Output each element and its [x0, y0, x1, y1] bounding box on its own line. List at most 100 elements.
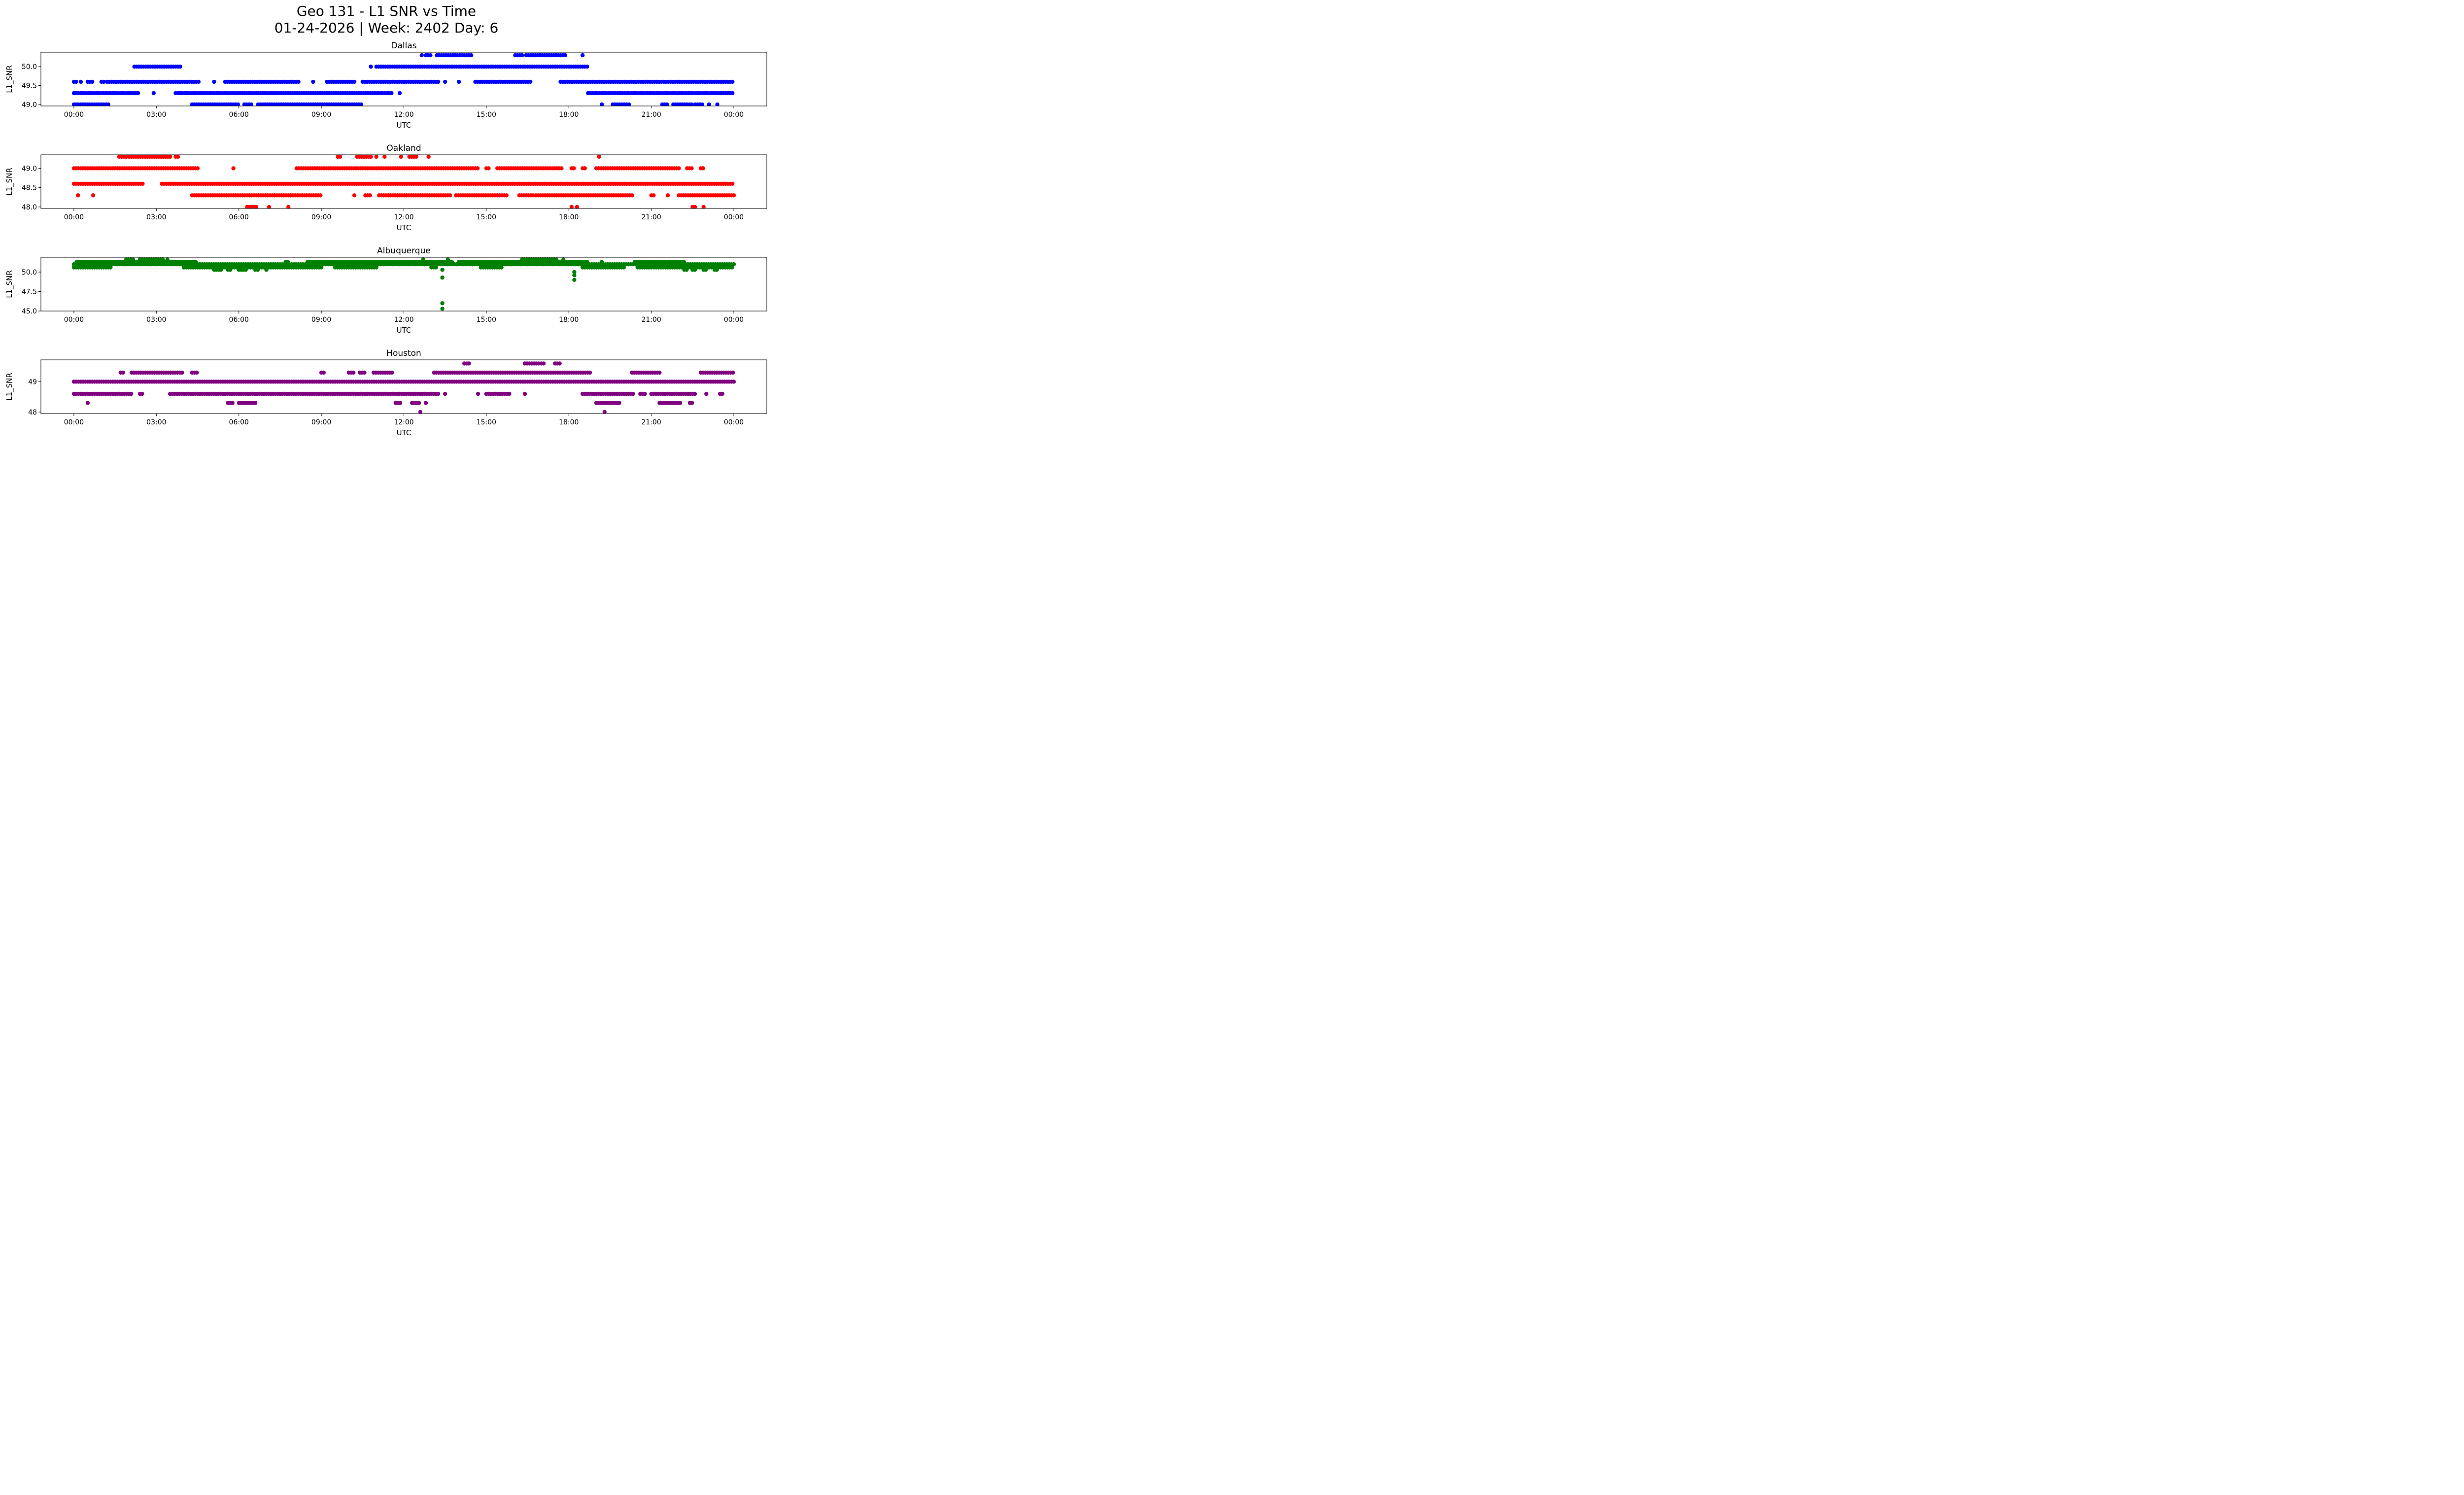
- data-point: [168, 155, 172, 159]
- x-tick-label: 21:00: [641, 418, 661, 426]
- x-tick-label: 18:00: [559, 213, 579, 221]
- data-point: [255, 268, 260, 272]
- x-tick-label: 18:00: [559, 316, 579, 324]
- data-point: [504, 193, 509, 198]
- y-tick-label: 48.0: [22, 204, 37, 211]
- data-point: [630, 193, 634, 198]
- x-tick-label: 12:00: [394, 213, 413, 221]
- data-point: [140, 181, 145, 186]
- data-point: [178, 65, 182, 69]
- x-tick-label: 12:00: [394, 111, 413, 119]
- albuquerque-points: [71, 257, 736, 311]
- data-point: [443, 79, 447, 84]
- data-point: [456, 79, 461, 84]
- data-point: [106, 102, 110, 106]
- data-point: [196, 79, 201, 84]
- x-tick-label: 06:00: [229, 111, 249, 119]
- y-tick-label: 50.0: [22, 269, 37, 277]
- houston-y-axis-label: L1_SNR: [5, 373, 14, 401]
- x-tick-label: 15:00: [477, 213, 496, 221]
- data-point: [102, 79, 106, 84]
- data-point: [436, 391, 441, 396]
- data-point: [572, 273, 577, 278]
- data-point: [684, 268, 689, 272]
- y-tick-label: 49.0: [22, 101, 37, 109]
- data-point: [318, 193, 323, 198]
- data-point: [581, 53, 585, 58]
- data-point: [228, 268, 233, 272]
- data-point: [617, 401, 621, 405]
- data-point: [585, 65, 589, 69]
- y-tick-label: 48.5: [22, 184, 37, 192]
- data-point: [690, 401, 694, 405]
- data-point: [151, 91, 156, 96]
- data-point: [319, 265, 324, 270]
- data-point: [389, 91, 394, 96]
- figure-subtitle: 01-24-2026 | Week: 2402 Day: 6: [274, 20, 499, 36]
- data-point: [626, 102, 631, 106]
- x-tick-label: 00:00: [64, 111, 84, 119]
- data-point: [286, 205, 291, 209]
- data-point: [731, 380, 736, 384]
- dallas-title: Dallas: [391, 41, 416, 51]
- data-point: [418, 410, 423, 414]
- data-point: [212, 79, 216, 84]
- dallas-points: [71, 53, 735, 106]
- data-point: [91, 193, 96, 198]
- y-tick-label: 49.0: [22, 165, 37, 173]
- figure: Geo 131 - L1 SNR vs Time 01-24-2026 | We…: [0, 0, 773, 444]
- data-point: [443, 391, 447, 396]
- data-point: [267, 205, 272, 209]
- data-point: [700, 102, 705, 106]
- x-tick-label: 21:00: [641, 213, 661, 221]
- x-tick-label: 09:00: [311, 111, 331, 119]
- data-point: [121, 370, 125, 375]
- data-point: [657, 370, 662, 375]
- data-point: [399, 155, 404, 159]
- data-point: [368, 193, 372, 198]
- data-point: [651, 193, 656, 198]
- data-point: [692, 391, 697, 396]
- data-point: [689, 102, 694, 106]
- data-point: [600, 102, 604, 106]
- data-point: [351, 370, 356, 375]
- data-point: [541, 361, 546, 366]
- data-point: [352, 79, 357, 84]
- data-point: [701, 166, 705, 171]
- data-point: [559, 166, 564, 171]
- x-tick-label: 03:00: [146, 111, 166, 119]
- data-point: [338, 155, 342, 159]
- x-tick-label: 09:00: [311, 213, 331, 221]
- data-point: [587, 370, 592, 375]
- x-tick-label: 06:00: [229, 316, 249, 324]
- data-point: [715, 102, 719, 106]
- data-point: [440, 275, 445, 280]
- data-point: [643, 391, 647, 396]
- data-point: [704, 268, 708, 272]
- data-point: [321, 370, 326, 375]
- data-point: [90, 79, 95, 84]
- data-point: [136, 91, 140, 96]
- x-tick-label: 06:00: [229, 418, 249, 426]
- albuquerque-y-axis-label: L1_SNR: [5, 270, 14, 298]
- y-tick-label: 49: [28, 378, 37, 386]
- x-tick-label: 03:00: [146, 213, 166, 221]
- x-tick-label: 00:00: [64, 213, 84, 221]
- data-point: [85, 401, 90, 405]
- x-tick-label: 03:00: [146, 418, 166, 426]
- x-tick-label: 21:00: [641, 111, 661, 119]
- subplot-houston: Houston 00:00 03:00 06:00 09:00 12:00 15:00 18:…: [5, 348, 767, 437]
- data-point: [520, 53, 524, 58]
- data-point: [665, 193, 670, 198]
- data-point: [602, 410, 607, 414]
- x-tick-label: 00:00: [64, 316, 84, 324]
- data-point: [467, 361, 471, 366]
- data-point: [678, 401, 683, 405]
- x-tick-label: 00:00: [724, 418, 744, 426]
- data-point: [730, 181, 735, 186]
- data-point: [499, 265, 504, 270]
- data-point: [428, 53, 433, 58]
- y-tick-label: 45.0: [22, 308, 37, 315]
- oakland-points: [71, 155, 736, 209]
- data-point: [440, 307, 445, 311]
